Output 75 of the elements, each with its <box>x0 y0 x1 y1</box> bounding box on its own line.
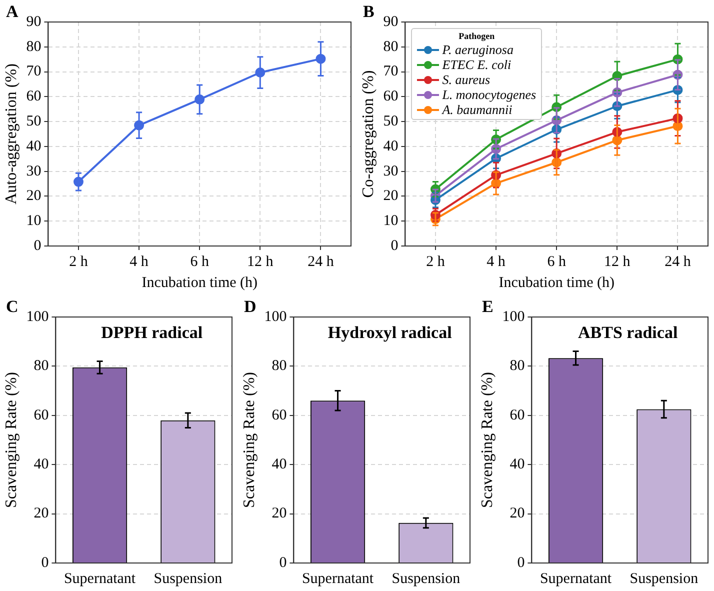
text: C <box>6 297 18 317</box>
x-tick-label: Supernatant <box>302 570 374 587</box>
y-tick-label: 30 <box>26 163 42 180</box>
y-tick-label: 100 <box>264 308 287 325</box>
x-tick-label: 4 h <box>486 254 506 270</box>
y-tick-label: 40 <box>34 456 49 473</box>
x-tick-label: Suspension <box>154 570 223 587</box>
y-tick-label: 70 <box>383 64 398 80</box>
x-tick-label: Suspension <box>392 570 461 587</box>
y-tick-label: 10 <box>383 213 398 230</box>
y-tick-label: 60 <box>383 88 398 105</box>
text: A <box>6 2 18 22</box>
y-tick-label: 100 <box>502 308 525 325</box>
y-tick-label: 50 <box>26 113 42 130</box>
y-tick-label: 0 <box>34 238 42 254</box>
chart-title: Hydroxyl radical <box>328 322 452 342</box>
legend-label: P. aeruginosa <box>442 42 514 57</box>
legend-title: Pathogen <box>458 31 496 41</box>
x-tick-label: Supernatant <box>540 570 612 587</box>
x-tick-label: 2 h <box>426 254 446 270</box>
x-tick-label: 12 h <box>604 254 631 270</box>
y-tick-label: 40 <box>272 456 287 473</box>
y-tick-label: 60 <box>34 407 49 424</box>
y-tick-label: 60 <box>510 407 525 424</box>
y-tick-label: 30 <box>383 163 398 180</box>
y-tick-label: 20 <box>272 506 287 522</box>
y-tick-label: 60 <box>272 407 287 424</box>
y-tick-label: 0 <box>517 554 525 571</box>
x-tick-label: 4 h <box>130 254 149 270</box>
y-tick-label: 40 <box>26 138 42 154</box>
legend-label: L. monocytogenes <box>442 87 536 102</box>
y-axis-title: Auto-aggregation (%) <box>2 64 20 204</box>
y-tick-label: 80 <box>34 358 49 374</box>
chart-title: DPPH radical <box>101 322 203 342</box>
text: E <box>482 297 494 317</box>
chart-title: ABTS radical <box>578 322 678 342</box>
y-tick-label: 20 <box>34 506 49 522</box>
y-axis-title: Scavenging Rate (%) <box>2 372 20 508</box>
legend-label: A. baumannii <box>442 102 512 117</box>
x-tick-label: 24 h <box>308 254 334 270</box>
x-axis-title: Incubation time (h) <box>142 274 258 291</box>
y-tick-label: 0 <box>279 554 287 571</box>
y-tick-label: 0 <box>390 238 398 254</box>
x-tick-label: 6 h <box>547 254 566 270</box>
x-tick-label: Suspension <box>630 570 699 587</box>
y-tick-label: 50 <box>383 113 398 130</box>
y-axis-title: Co-aggregation (%) <box>360 70 377 198</box>
y-axis-title: Scavenging Rate (%) <box>240 372 258 508</box>
x-tick-label: 24 h <box>664 254 692 270</box>
x-tick-label: 2 h <box>69 254 88 270</box>
y-tick-label: 20 <box>26 188 42 204</box>
text: B <box>363 2 374 22</box>
y-tick-label: 0 <box>41 554 49 571</box>
x-tick-label: Supernatant <box>64 570 136 587</box>
y-tick-label: 90 <box>26 14 42 30</box>
x-axis-title: Incubation time (h) <box>498 274 614 291</box>
y-tick-label: 40 <box>383 138 398 154</box>
y-tick-label: 60 <box>26 88 42 105</box>
y-tick-label: 100 <box>26 308 49 325</box>
y-tick-label: 80 <box>26 38 42 55</box>
y-tick-label: 20 <box>510 506 525 522</box>
legend-label: S. aureus <box>442 72 490 87</box>
x-tick-label: 6 h <box>190 254 210 270</box>
y-axis-title: Scavenging Rate (%) <box>478 372 496 508</box>
legend-label: ETEC E. coli <box>442 57 512 72</box>
y-tick-label: 90 <box>383 14 398 30</box>
y-tick-label: 70 <box>26 64 42 80</box>
y-tick-label: 20 <box>383 188 398 204</box>
x-tick-label: 12 h <box>247 254 274 270</box>
y-tick-label: 80 <box>510 358 525 374</box>
text: D <box>244 297 256 317</box>
y-tick-label: 80 <box>383 38 398 55</box>
y-tick-label: 40 <box>510 456 525 473</box>
y-tick-label: 10 <box>26 213 42 230</box>
y-tick-label: 80 <box>272 358 287 374</box>
